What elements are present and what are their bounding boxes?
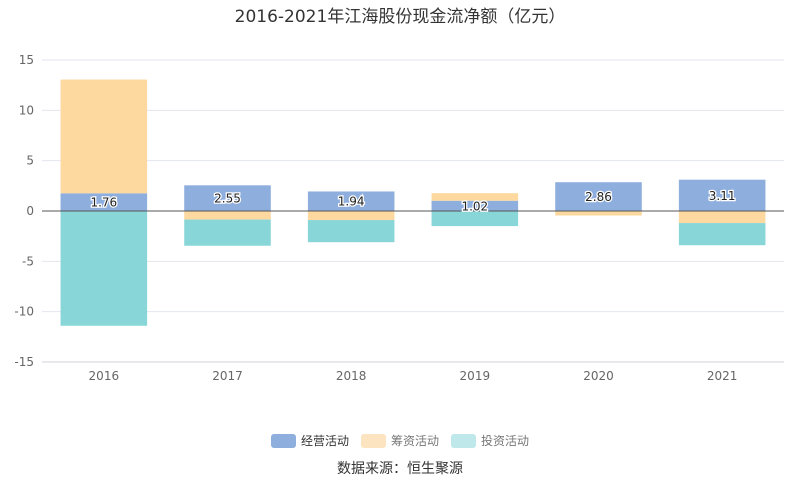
bar-1-2019: [431, 193, 519, 201]
y-tick-label: -15: [14, 355, 34, 369]
legend-swatch-investing: [451, 433, 476, 448]
x-tick-label: 2019: [460, 369, 491, 383]
data-label: 3.11: [709, 189, 736, 203]
y-tick-label: 5: [26, 154, 34, 168]
bar-0-2017: [184, 185, 271, 211]
bar-0-2020: [555, 182, 642, 211]
legend-swatch-operating: [270, 433, 296, 448]
y-tick-label: -5: [22, 254, 34, 268]
data-label: 2.55: [214, 192, 241, 206]
bar-2-2017: [184, 219, 271, 246]
legend-item-operating[interactable]: 经营活动: [270, 432, 349, 449]
x-tick-label: 2018: [336, 369, 367, 383]
bar-1-2017: [184, 211, 271, 220]
x-tick-label: 2017: [212, 369, 243, 383]
bar-2-2018: [307, 220, 395, 243]
y-tick-label: 10: [19, 103, 34, 117]
bar-0-2019: [431, 200, 519, 211]
data-label: 1.02: [461, 199, 488, 213]
y-tick-label: 0: [26, 204, 34, 218]
chart-title: 2016-2021年江海股份现金流净额（亿元）: [234, 7, 566, 27]
x-tick-label: 2020: [583, 369, 614, 383]
x-tick-label: 2016: [89, 369, 120, 383]
data-label: 1.76: [90, 196, 117, 210]
bar-1-2020: [555, 211, 642, 216]
y-tick-label: -10: [14, 305, 34, 319]
legend-swatch-financing: [360, 433, 386, 448]
legend-item-financing[interactable]: 筹资活动: [360, 432, 439, 449]
bar-2-2021: [678, 223, 766, 246]
legend-item-investing[interactable]: 投资活动: [451, 432, 529, 449]
x-tick-label: 2021: [707, 369, 738, 383]
data-label: 1.94: [338, 195, 365, 209]
bar-0-2018: [307, 191, 395, 211]
bar-2-2016: [60, 211, 148, 326]
bar-1-2016: [60, 79, 148, 194]
bar-2-2019: [431, 211, 519, 227]
bar-0-2016: [60, 193, 148, 211]
data-source: 数据来源：恒生聚源: [337, 461, 463, 477]
legend: 经营活动 筹资活动 投资活动: [0, 432, 800, 449]
chart-plot: 15 10 5 0 -5 -10 -15 1.76 2016 2.55 2017 1.94 2018 1.…: [14, 53, 784, 383]
bar-1-2018: [307, 211, 395, 221]
bar-0-2021: [678, 179, 766, 211]
y-tick-label: 15: [19, 53, 34, 67]
legend-label-financing: 筹资活动: [390, 434, 439, 448]
legend-label-investing: 投资活动: [481, 434, 530, 448]
bar-1-2021: [678, 211, 766, 224]
legend-label-operating: 经营活动: [300, 434, 349, 448]
data-label: 2.86: [585, 190, 612, 204]
